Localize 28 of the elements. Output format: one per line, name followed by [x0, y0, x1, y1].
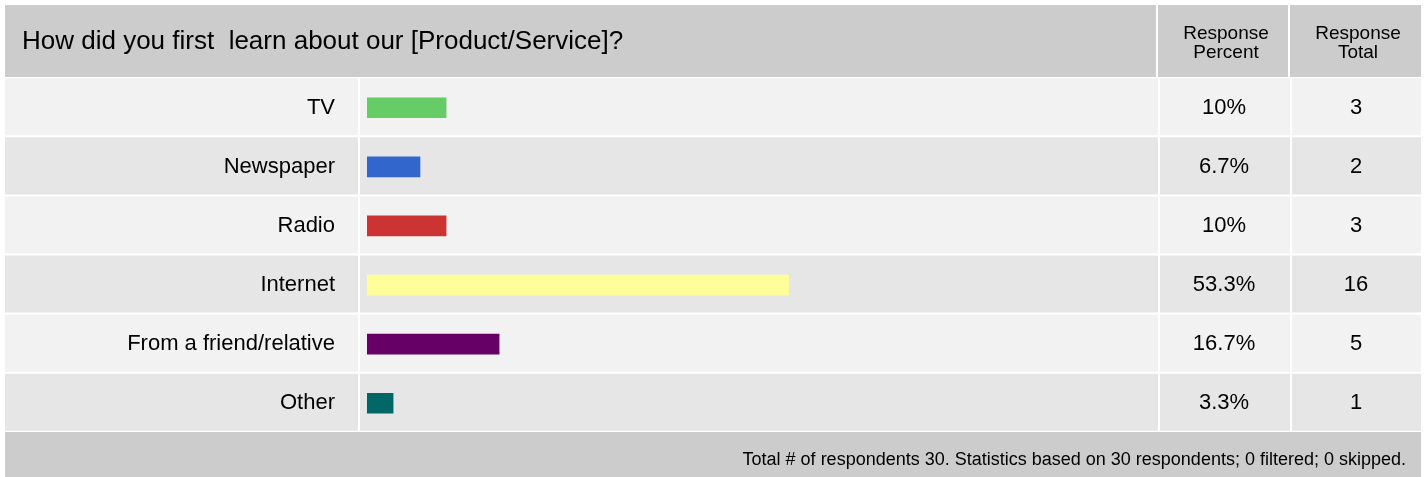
- y-tick-label: TV: [306, 93, 336, 119]
- data-label: 6.7%: [1198, 152, 1250, 178]
- text: 3: [1349, 212, 1363, 238]
- text: 16: [1343, 271, 1369, 297]
- text: Total # of respondents 30. Statistics based on 30 respondents; 0 filtered; 0 skipped.: [742, 449, 1406, 470]
- text: Response Percent: [1182, 22, 1270, 62]
- data-label: 3.3%: [1198, 389, 1250, 415]
- text: 5: [1349, 330, 1363, 356]
- bar: [367, 274, 789, 296]
- y-tick-label: Radio: [277, 212, 335, 238]
- data-label: 16.7%: [1192, 330, 1256, 356]
- bar: [367, 97, 447, 119]
- data-label: 10%: [1201, 212, 1247, 238]
- chart-title: How did you first learn about our [Product/Service]?: [22, 25, 624, 56]
- bar: [367, 333, 500, 355]
- text: 1: [1349, 389, 1363, 415]
- text: Response Total: [1314, 22, 1402, 62]
- text: 3: [1349, 93, 1363, 119]
- y-tick-label: Newspaper: [223, 152, 335, 178]
- y-tick-label: Internet: [260, 271, 335, 297]
- y-tick-label: Other: [279, 389, 335, 415]
- bar: [367, 156, 421, 178]
- data-label: 10%: [1201, 93, 1247, 119]
- y-tick-label: From a friend/relative: [127, 330, 335, 356]
- data-label: 53.3%: [1192, 271, 1256, 297]
- text: 2: [1349, 152, 1363, 178]
- bar: [367, 215, 447, 237]
- bar: [367, 392, 394, 414]
